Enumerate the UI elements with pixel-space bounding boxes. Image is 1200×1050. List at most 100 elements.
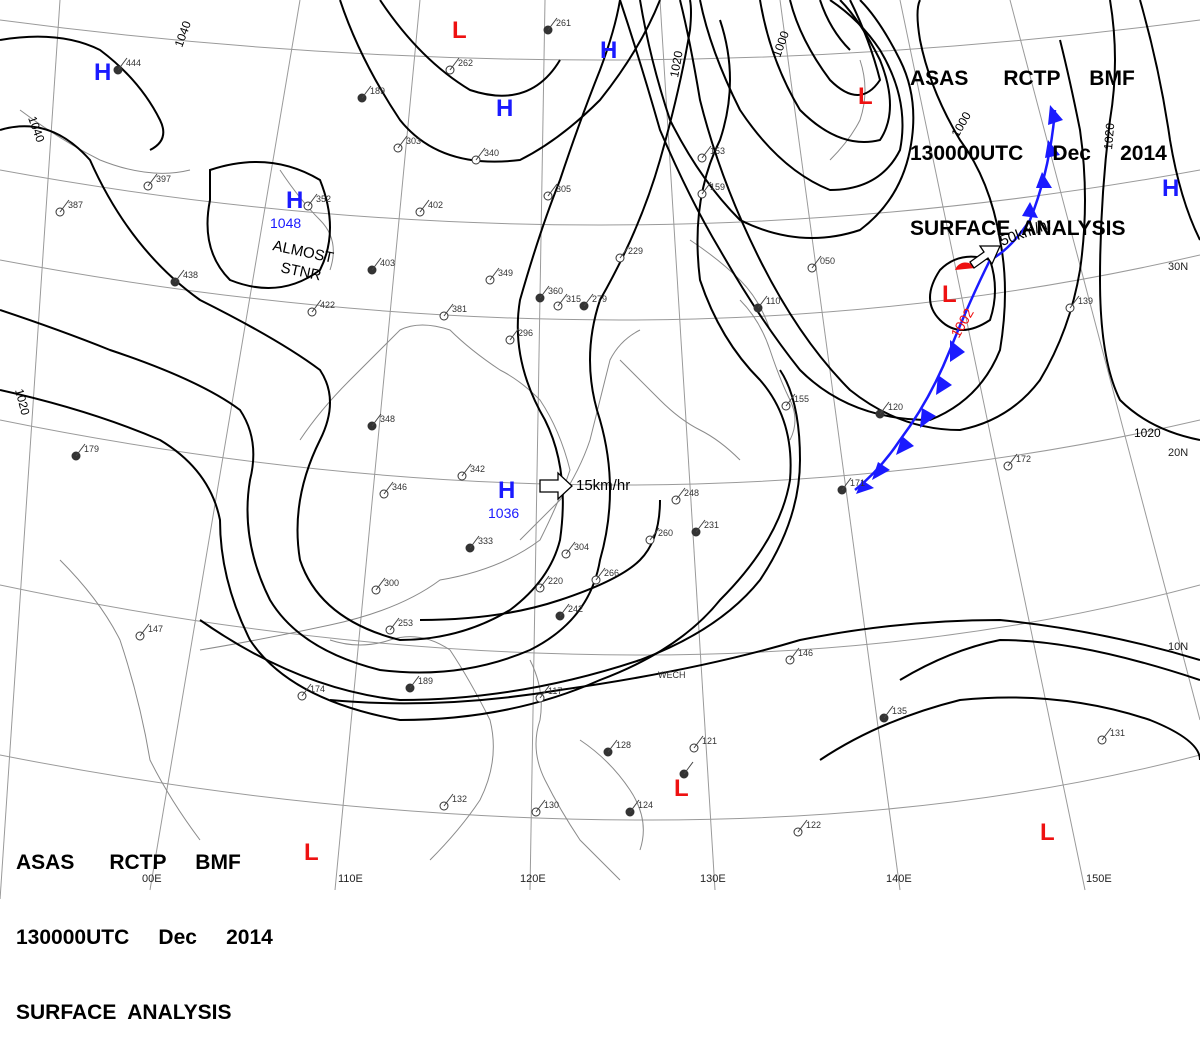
wind-barb — [841, 477, 852, 491]
station-pressure: 438 — [183, 270, 198, 280]
wind-barb — [307, 193, 318, 207]
station-pressure: 179 — [84, 444, 99, 454]
low-center-marker: L — [942, 281, 957, 308]
wind-barb — [419, 199, 430, 213]
wind-barb — [595, 567, 606, 581]
longitude-labels: 00E 110E 120E 130E 140E 150E 30N 20N 10N — [142, 261, 1188, 885]
station-pressure: 348 — [380, 414, 395, 424]
wind-barb — [443, 793, 454, 807]
wind-barb — [539, 575, 550, 589]
wind-barb — [785, 393, 796, 407]
station-pressure: 360 — [548, 286, 563, 296]
wind-barb — [139, 623, 150, 637]
wind-barb — [535, 799, 546, 813]
station-pressure: 342 — [470, 464, 485, 474]
wind-barb — [547, 17, 558, 31]
high-center-marker: H — [94, 59, 111, 86]
station-pressure: 248 — [684, 488, 699, 498]
motion-arrow-high — [539, 471, 573, 501]
low-center-marker: L — [304, 839, 319, 866]
station-pressure: 139 — [1078, 296, 1093, 306]
wind-barb — [489, 267, 500, 281]
station-pressure: 050 — [820, 256, 835, 266]
station-pressure: 422 — [320, 300, 335, 310]
station-pressure: 146 — [798, 648, 813, 658]
wind-barb — [1007, 453, 1018, 467]
wind-barb — [449, 57, 460, 71]
wind-barb — [607, 739, 618, 753]
graticule — [0, 0, 1200, 899]
header-top: ASAS RCTP BMF 130000UTC Dec 2014 SURFACE… — [910, 16, 1167, 266]
wind-barb — [547, 183, 558, 197]
wind-barb — [147, 173, 158, 187]
wind-barb — [797, 819, 808, 833]
station-pressure: 397 — [156, 174, 171, 184]
lon-label: 120E — [520, 873, 546, 885]
wind-barb — [174, 269, 185, 283]
station-pressure: 402 — [428, 200, 443, 210]
lat-label: 30N — [1168, 261, 1188, 273]
station-pressure: 333 — [478, 536, 493, 546]
wind-barb — [789, 647, 800, 661]
wind-barb — [1069, 295, 1080, 309]
low-center-marker: L — [1040, 819, 1055, 846]
wind-barb — [683, 761, 694, 775]
station-pressure: 130 — [544, 800, 559, 810]
station-pressure: 131 — [1110, 728, 1125, 738]
station-pressure: 189 — [418, 676, 433, 686]
low-center-marker: L — [674, 775, 689, 802]
wind-barb — [383, 481, 394, 495]
wind-barb — [375, 577, 386, 591]
lon-label: 130E — [700, 873, 726, 885]
wind-barb — [443, 303, 454, 317]
station-pressure: 381 — [452, 304, 467, 314]
high-center-marker: H — [286, 187, 303, 214]
low-center-marker: L — [858, 83, 873, 110]
motion-arrow-low — [969, 245, 1002, 269]
isobars — [0, 0, 1200, 761]
header-time-line: 130000UTC Dec 2014 — [16, 926, 273, 949]
station-pressure: 444 — [126, 58, 141, 68]
low-center-marker: L — [452, 17, 467, 44]
high-center-marker: H — [498, 477, 515, 504]
wind-barb — [693, 735, 704, 749]
header-title-line: ASAS RCTP BMF — [16, 851, 241, 874]
isobar-label: 1020 — [1134, 426, 1161, 440]
station-pressure: 171 — [850, 478, 865, 488]
station-pressure: 220 — [548, 576, 563, 586]
station-pressure: 300 — [384, 578, 399, 588]
wind-barb — [461, 463, 472, 477]
wind-barb — [879, 401, 890, 415]
station-pressure: 122 — [806, 820, 821, 830]
station-pressure: 242 — [568, 604, 583, 614]
wind-barb — [701, 145, 712, 159]
station-pressure: 303 — [406, 136, 421, 146]
wind-barb — [361, 85, 372, 99]
wind-barb — [371, 413, 382, 427]
station-pressure: 349 — [498, 268, 513, 278]
header-product-line: SURFACE ANALYSIS — [16, 1001, 232, 1024]
isobar-label: 1020 — [12, 387, 33, 417]
wind-barb — [629, 799, 640, 813]
station-pressure: 174 — [310, 684, 325, 694]
wind-barb — [389, 617, 400, 631]
station-pressure: 121 — [702, 736, 717, 746]
station-pressure: 155 — [794, 394, 809, 404]
wind-barb — [811, 255, 822, 269]
station-pressure: 262 — [458, 58, 473, 68]
wind-barb — [675, 487, 686, 501]
wind-barb — [619, 245, 630, 259]
station-pressure: 132 — [452, 794, 467, 804]
wind-barb — [301, 683, 312, 697]
wind-barb — [559, 603, 570, 617]
high-pressure-value: 1036 — [488, 505, 519, 521]
wind-barb — [757, 295, 768, 309]
wind-barb — [409, 675, 420, 689]
station-pressure: 189 — [370, 86, 385, 96]
wind-barb — [397, 135, 408, 149]
station-pressure: 352 — [316, 194, 331, 204]
wind-barb — [649, 527, 660, 541]
station-pressure: 153 — [710, 146, 725, 156]
header-bottom: ASAS RCTP BMF 130000UTC Dec 2014 SURFACE… — [16, 800, 273, 1050]
wind-barb — [509, 327, 520, 341]
